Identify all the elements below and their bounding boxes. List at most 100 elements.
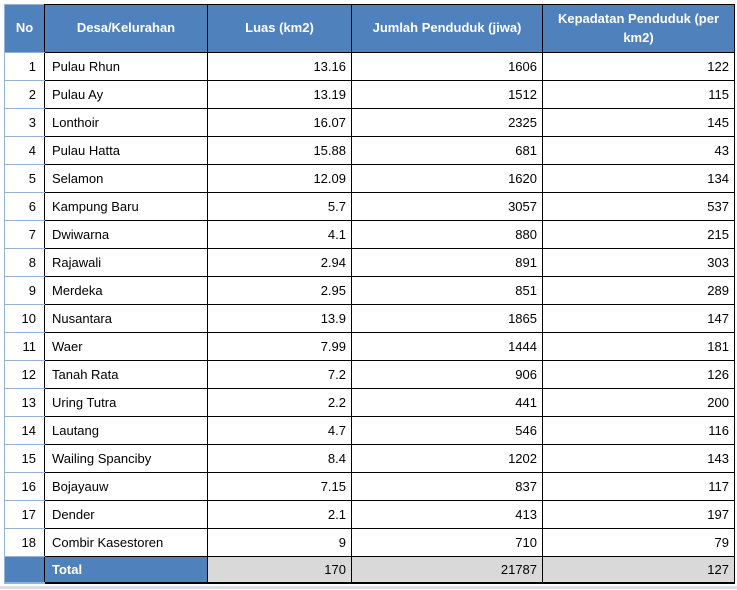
row-number-cell: 5: [4, 164, 45, 193]
village-name-cell: Pulau Ay: [44, 80, 208, 109]
table-row: 11 Waer 7.99 1444 181: [4, 332, 735, 361]
row-number-cell: 13: [4, 388, 45, 417]
density-cell: 181: [542, 332, 735, 361]
row-number-cell: 2: [4, 80, 45, 109]
area-cell: 4.7: [207, 416, 352, 445]
population-cell: 1620: [351, 164, 543, 193]
village-name-cell: Dender: [44, 500, 208, 529]
village-name-cell: Tanah Rata: [44, 360, 208, 389]
area-cell: 13.19: [207, 80, 352, 109]
area-cell: 5.7: [207, 192, 352, 221]
population-table: No Desa/Kelurahan Luas (km2) Jumlah Pend…: [4, 4, 735, 584]
population-cell: 1865: [351, 304, 543, 333]
density-cell: 134: [542, 164, 735, 193]
total-density-cell: 127: [542, 556, 735, 584]
village-name-cell: Waer: [44, 332, 208, 361]
row-number-cell: 8: [4, 248, 45, 277]
population-cell: 681: [351, 136, 543, 165]
population-cell: 1512: [351, 80, 543, 109]
table-row: 7 Dwiwarna 4.1 880 215: [4, 220, 735, 249]
density-cell: 126: [542, 360, 735, 389]
village-name-cell: Selamon: [44, 164, 208, 193]
village-name-cell: Dwiwarna: [44, 220, 208, 249]
area-cell: 2.2: [207, 388, 352, 417]
table-row: 5 Selamon 12.09 1620 134: [4, 164, 735, 193]
density-cell: 197: [542, 500, 735, 529]
table-row: 6 Kampung Baru 5.7 3057 537: [4, 192, 735, 221]
table-row: 2 Pulau Ay 13.19 1512 115: [4, 80, 735, 109]
area-cell: 2.94: [207, 248, 352, 277]
density-cell: 143: [542, 444, 735, 473]
table-row: 10 Nusantara 13.9 1865 147: [4, 304, 735, 333]
population-cell: 2325: [351, 108, 543, 137]
area-cell: 15.88: [207, 136, 352, 165]
village-name-cell: Kampung Baru: [44, 192, 208, 221]
total-row: Total 170 21787 127: [4, 556, 735, 584]
table-row: 4 Pulau Hatta 15.88 681 43: [4, 136, 735, 165]
density-cell: 200: [542, 388, 735, 417]
row-number-cell: 12: [4, 360, 45, 389]
village-name-cell: Pulau Hatta: [44, 136, 208, 165]
table-row: 13 Uring Tutra 2.2 441 200: [4, 388, 735, 417]
row-number-cell: 6: [4, 192, 45, 221]
table-row: 17 Dender 2.1 413 197: [4, 500, 735, 529]
village-name-cell: Wailing Spanciby: [44, 444, 208, 473]
row-number-cell: 18: [4, 528, 45, 557]
table-row: 16 Bojayauw 7.15 837 117: [4, 472, 735, 501]
area-cell: 7.99: [207, 332, 352, 361]
row-number-cell: 16: [4, 472, 45, 501]
total-label: Total: [44, 556, 208, 584]
area-cell: 9: [207, 528, 352, 557]
col-header-kepadatan-penduduk: Kepadatan Penduduk (per km2): [542, 4, 735, 53]
row-number-cell: 10: [4, 304, 45, 333]
village-name-cell: Lonthoir: [44, 108, 208, 137]
area-cell: 4.1: [207, 220, 352, 249]
density-cell: 117: [542, 472, 735, 501]
area-cell: 13.16: [207, 52, 352, 81]
population-cell: 891: [351, 248, 543, 277]
area-cell: 8.4: [207, 444, 352, 473]
population-cell: 546: [351, 416, 543, 445]
area-cell: 2.1: [207, 500, 352, 529]
table-row: 14 Lautang 4.7 546 116: [4, 416, 735, 445]
density-cell: 43: [542, 136, 735, 165]
density-cell: 79: [542, 528, 735, 557]
density-cell: 303: [542, 248, 735, 277]
village-name-cell: Nusantara: [44, 304, 208, 333]
population-cell: 906: [351, 360, 543, 389]
row-number-cell: 9: [4, 276, 45, 305]
village-name-cell: Combir Kasestoren: [44, 528, 208, 557]
table-row: 12 Tanah Rata 7.2 906 126: [4, 360, 735, 389]
bottom-edge-line: [0, 586, 737, 589]
density-cell: 116: [542, 416, 735, 445]
village-name-cell: Merdeka: [44, 276, 208, 305]
population-cell: 441: [351, 388, 543, 417]
area-cell: 12.09: [207, 164, 352, 193]
table-row: 9 Merdeka 2.95 851 289: [4, 276, 735, 305]
col-header-jumlah-penduduk: Jumlah Penduduk (jiwa): [351, 4, 543, 53]
village-name-cell: Bojayauw: [44, 472, 208, 501]
row-number-cell: 17: [4, 500, 45, 529]
row-number-cell: 3: [4, 108, 45, 137]
population-cell: 1444: [351, 332, 543, 361]
population-cell: 3057: [351, 192, 543, 221]
area-cell: 2.95: [207, 276, 352, 305]
density-cell: 115: [542, 80, 735, 109]
total-population-cell: 21787: [351, 556, 543, 584]
area-cell: 13.9: [207, 304, 352, 333]
density-cell: 289: [542, 276, 735, 305]
row-number-cell: 11: [4, 332, 45, 361]
density-cell: 122: [542, 52, 735, 81]
row-number-cell: 15: [4, 444, 45, 473]
total-area-cell: 170: [207, 556, 352, 584]
col-header-no: No: [4, 4, 45, 53]
village-name-cell: Lautang: [44, 416, 208, 445]
table-row: 15 Wailing Spanciby 8.4 1202 143: [4, 444, 735, 473]
density-cell: 537: [542, 192, 735, 221]
row-number-cell: 7: [4, 220, 45, 249]
village-name-cell: Pulau Rhun: [44, 52, 208, 81]
total-row-number-cell: [4, 556, 45, 584]
density-cell: 215: [542, 220, 735, 249]
col-header-desa-kelurahan: Desa/Kelurahan: [44, 4, 208, 53]
